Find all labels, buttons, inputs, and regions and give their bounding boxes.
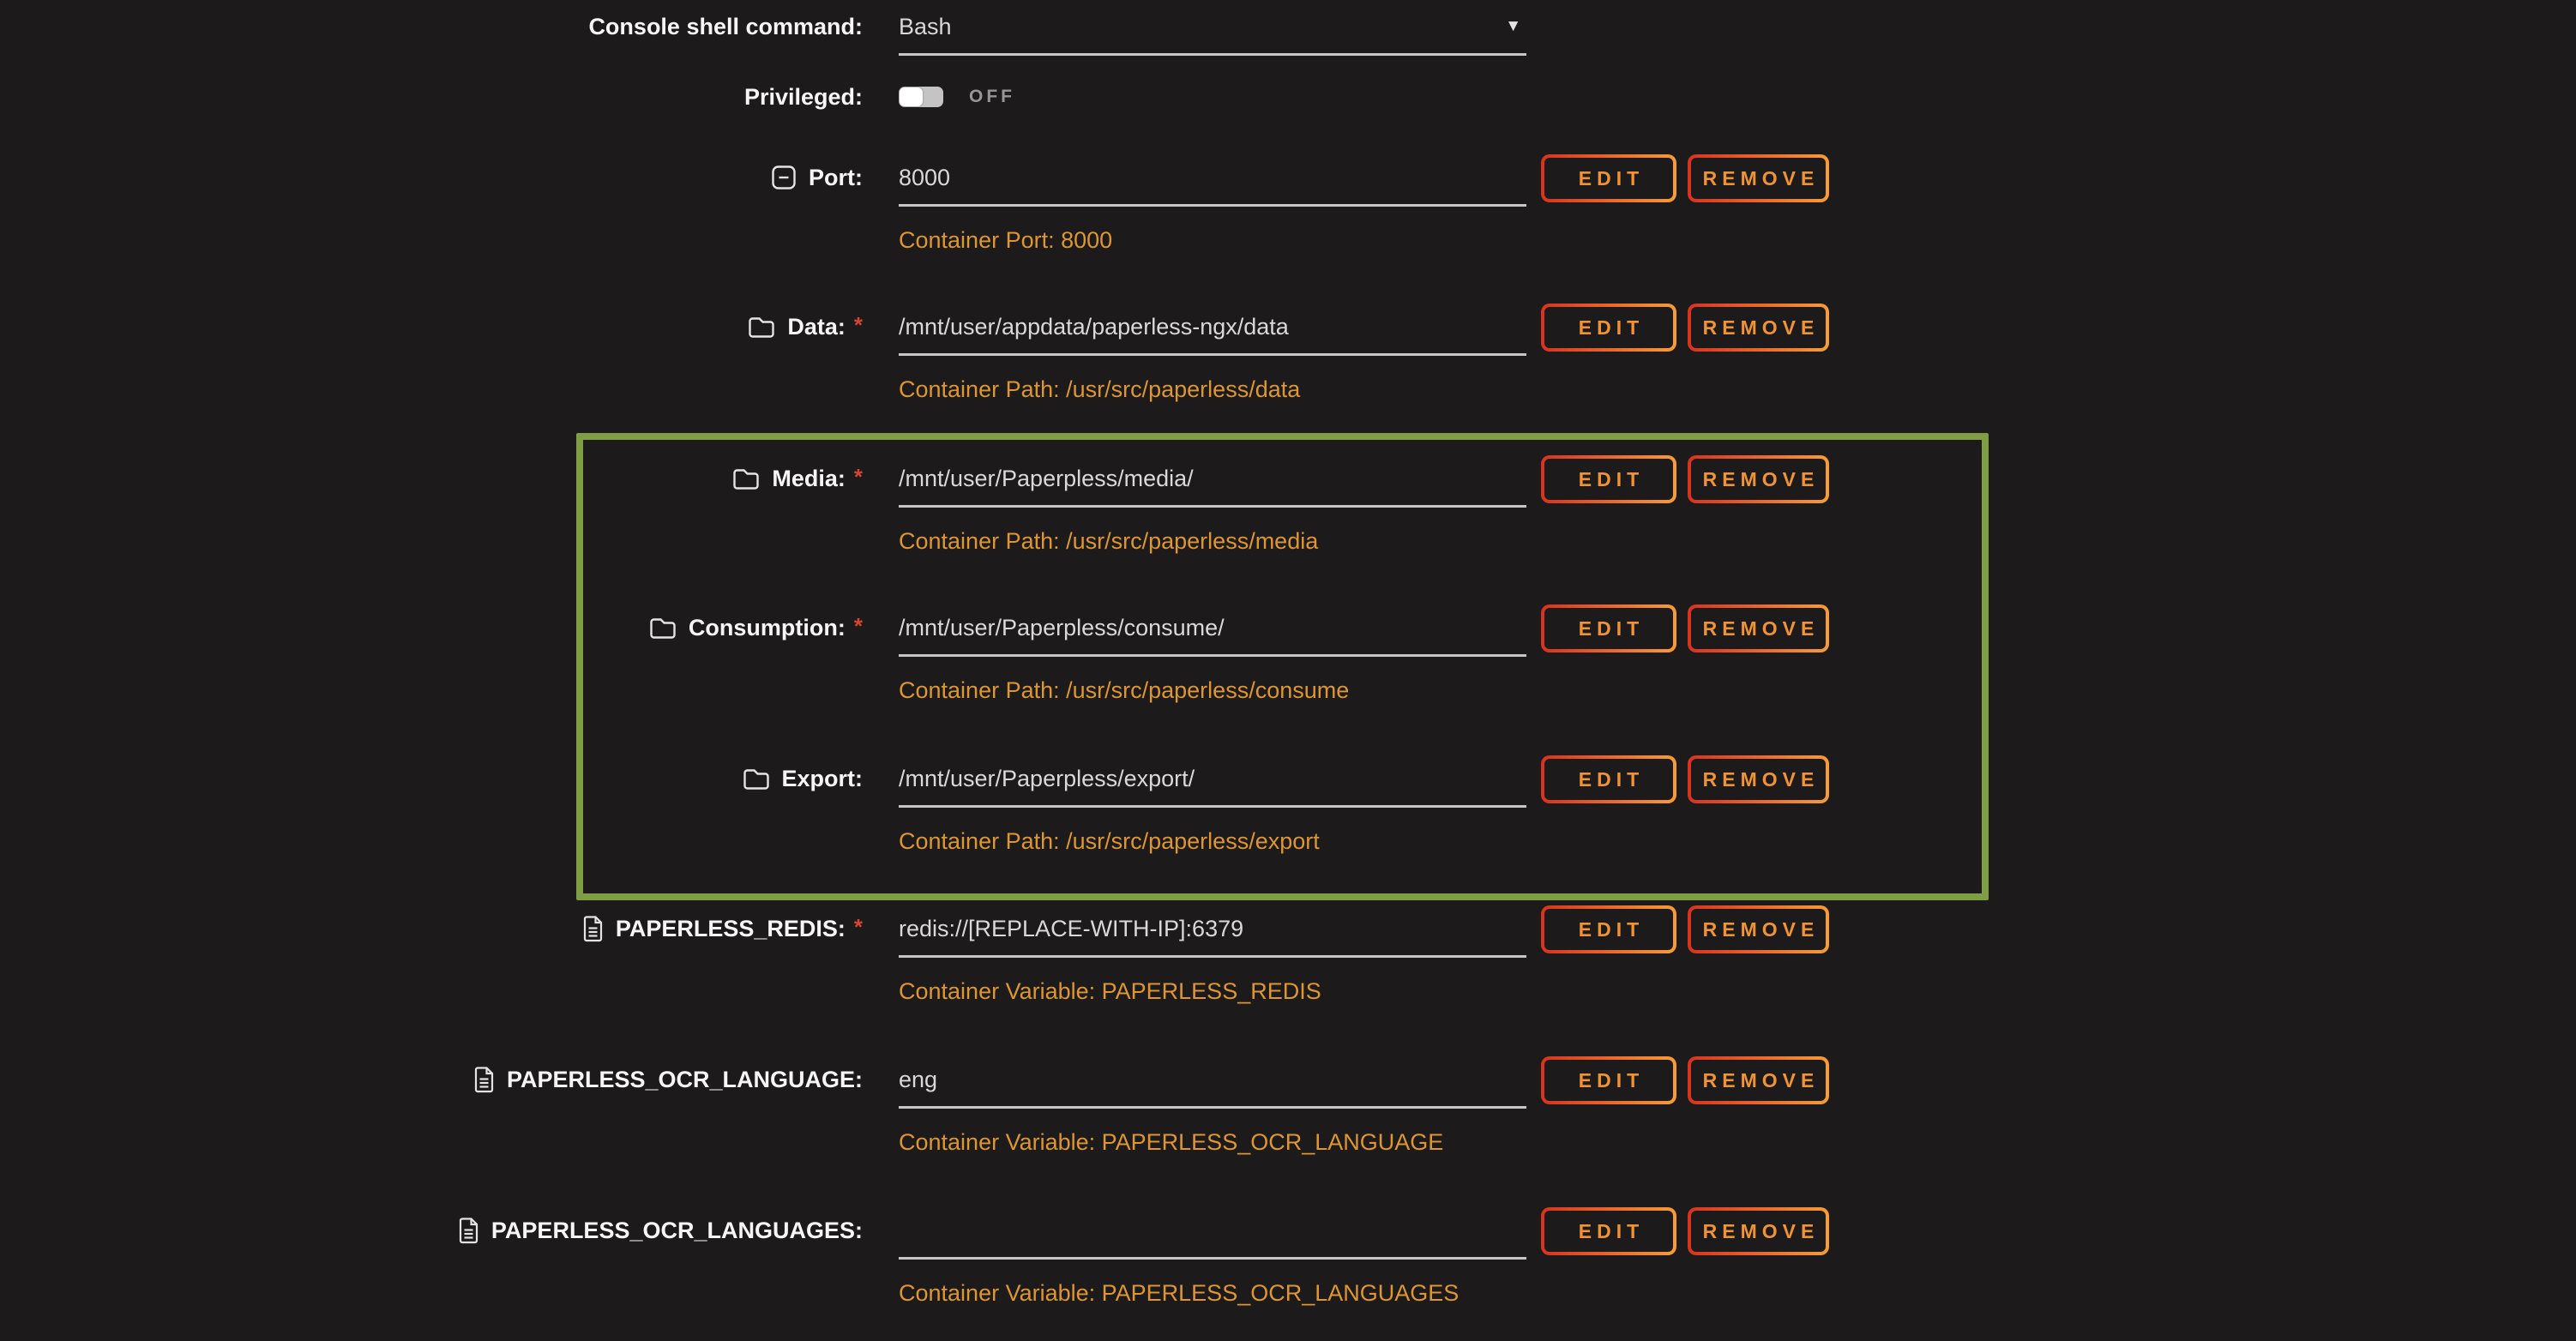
field-label-text: Port: [809,164,863,190]
field-label: Media: * [0,452,863,505]
field-label-text: Export: [781,765,864,791]
toggle-state-label: OFF [969,87,1015,106]
container-mapping-label: Container Port: 8000 [899,227,1113,253]
row-paperless-ocr-language: PAPERLESS_OCR_LANGUAGE: eng Container Va… [0,1053,2576,1156]
field-label: Console shell command: [0,0,863,53]
remove-button[interactable]: REMOVE [1688,755,1829,803]
field-label-text: PAPERLESS_OCR_LANGUAGE: [506,1066,863,1092]
folder-icon [649,616,677,640]
remove-button[interactable]: REMOVE [1688,455,1829,503]
field-label-text: PAPERLESS_REDIS: [615,915,846,941]
input-value: eng [899,1066,938,1092]
remove-button[interactable]: REMOVE [1688,604,1829,652]
chevron-down-icon: ▼ [1505,17,1521,35]
field-label: Port: [0,151,863,204]
row-privileged: Privileged: OFF [0,70,2576,123]
field-label: Data: * [0,300,863,353]
container-mapping-label: Container Path: /usr/src/paperless/consu… [899,677,1350,703]
input-value: /mnt/user/appdata/paperless-ngx/data [899,313,1289,340]
container-mapping-label: Container Variable: PAPERLESS_OCR_LANGUA… [899,1129,1444,1155]
folder-icon [732,467,760,490]
remove-button[interactable]: REMOVE [1688,905,1829,953]
media-path-input[interactable]: /mnt/user/Paperpless/media/ [899,452,1526,508]
row-port: Port: 8000 Container Port: 8000 EDIT REM… [0,151,2576,254]
input-value: /mnt/user/Paperpless/media/ [899,465,1194,491]
row-paperless-redis: PAPERLESS_REDIS: * redis://[REPLACE-WITH… [0,902,2576,1005]
toggle-knob [900,87,923,106]
edit-button[interactable]: EDIT [1541,1207,1676,1255]
row-export: Export: /mnt/user/Paperpless/export/ Con… [0,752,2576,855]
folder-icon [743,767,770,791]
field-label: Privileged: [0,70,863,123]
field-label-text: Data: [787,313,846,340]
edit-button[interactable]: EDIT [1541,604,1676,652]
required-marker: * [853,312,863,338]
privileged-toggle[interactable] [899,87,943,107]
field-label: Export: [0,752,863,805]
consumption-path-input[interactable]: /mnt/user/Paperpless/consume/ [899,601,1526,657]
field-label-text: Console shell command: [588,13,863,39]
field-label: Consumption: * [0,601,863,654]
input-value: /mnt/user/Paperpless/export/ [899,765,1195,791]
edit-button[interactable]: EDIT [1541,455,1676,503]
paperless-redis-input[interactable]: redis://[REPLACE-WITH-IP]:6379 [899,902,1526,958]
paperless-ocr-languages-input[interactable] [899,1204,1526,1260]
field-label-text: Privileged: [743,83,863,110]
row-media: Media: * /mnt/user/Paperpless/media/ Con… [0,452,2576,555]
edit-button[interactable]: EDIT [1541,304,1676,352]
input-value: /mnt/user/Paperpless/consume/ [899,614,1225,640]
edit-button[interactable]: EDIT [1541,755,1676,803]
container-mapping-label: Container Path: /usr/src/paperless/expor… [899,828,1320,854]
port-input[interactable]: 8000 [899,151,1526,207]
select-value: Bash [899,13,952,39]
remove-button[interactable]: REMOVE [1688,1056,1829,1104]
container-mapping-label: Container Variable: PAPERLESS_REDIS [899,978,1321,1004]
field-label-text: Consumption: [688,614,846,640]
file-icon [582,915,604,942]
remove-button[interactable]: REMOVE [1688,304,1829,352]
field-label: PAPERLESS_OCR_LANGUAGE: [0,1053,863,1106]
paperless-ocr-language-input[interactable]: eng [899,1053,1526,1109]
field-label-text: Media: [772,465,846,491]
input-value: redis://[REPLACE-WITH-IP]:6379 [899,915,1244,941]
data-path-input[interactable]: /mnt/user/appdata/paperless-ngx/data [899,300,1526,356]
edit-button[interactable]: EDIT [1541,154,1676,202]
input-value: 8000 [899,164,951,190]
container-mapping-label: Container Path: /usr/src/paperless/data [899,376,1301,402]
row-paperless-ocr-languages: PAPERLESS_OCR_LANGUAGES: Container Varia… [0,1204,2576,1307]
required-marker: * [853,914,863,940]
row-console-shell-command: Console shell command: Bash ▼ [0,0,2576,56]
folder-icon [748,316,775,339]
edit-button[interactable]: EDIT [1541,1056,1676,1104]
remove-button[interactable]: REMOVE [1688,1207,1829,1255]
required-marker: * [853,464,863,490]
console-shell-select[interactable]: Bash ▼ [899,0,1526,56]
field-label-text: PAPERLESS_OCR_LANGUAGES: [491,1217,863,1243]
container-mapping-label: Container Variable: PAPERLESS_OCR_LANGUA… [899,1280,1460,1306]
export-path-input[interactable]: /mnt/user/Paperpless/export/ [899,752,1526,808]
row-data: Data: * /mnt/user/appdata/paperless-ngx/… [0,300,2576,403]
file-icon [458,1217,479,1244]
container-mapping-label: Container Path: /usr/src/paperless/media [899,528,1319,554]
port-icon [771,165,797,190]
required-marker: * [853,613,863,639]
edit-button[interactable]: EDIT [1541,905,1676,953]
field-label: PAPERLESS_REDIS: * [0,902,863,955]
field-label: PAPERLESS_OCR_LANGUAGES: [0,1204,863,1257]
remove-button[interactable]: REMOVE [1688,154,1829,202]
file-icon [473,1066,495,1093]
row-consumption: Consumption: * /mnt/user/Paperpless/cons… [0,601,2576,704]
